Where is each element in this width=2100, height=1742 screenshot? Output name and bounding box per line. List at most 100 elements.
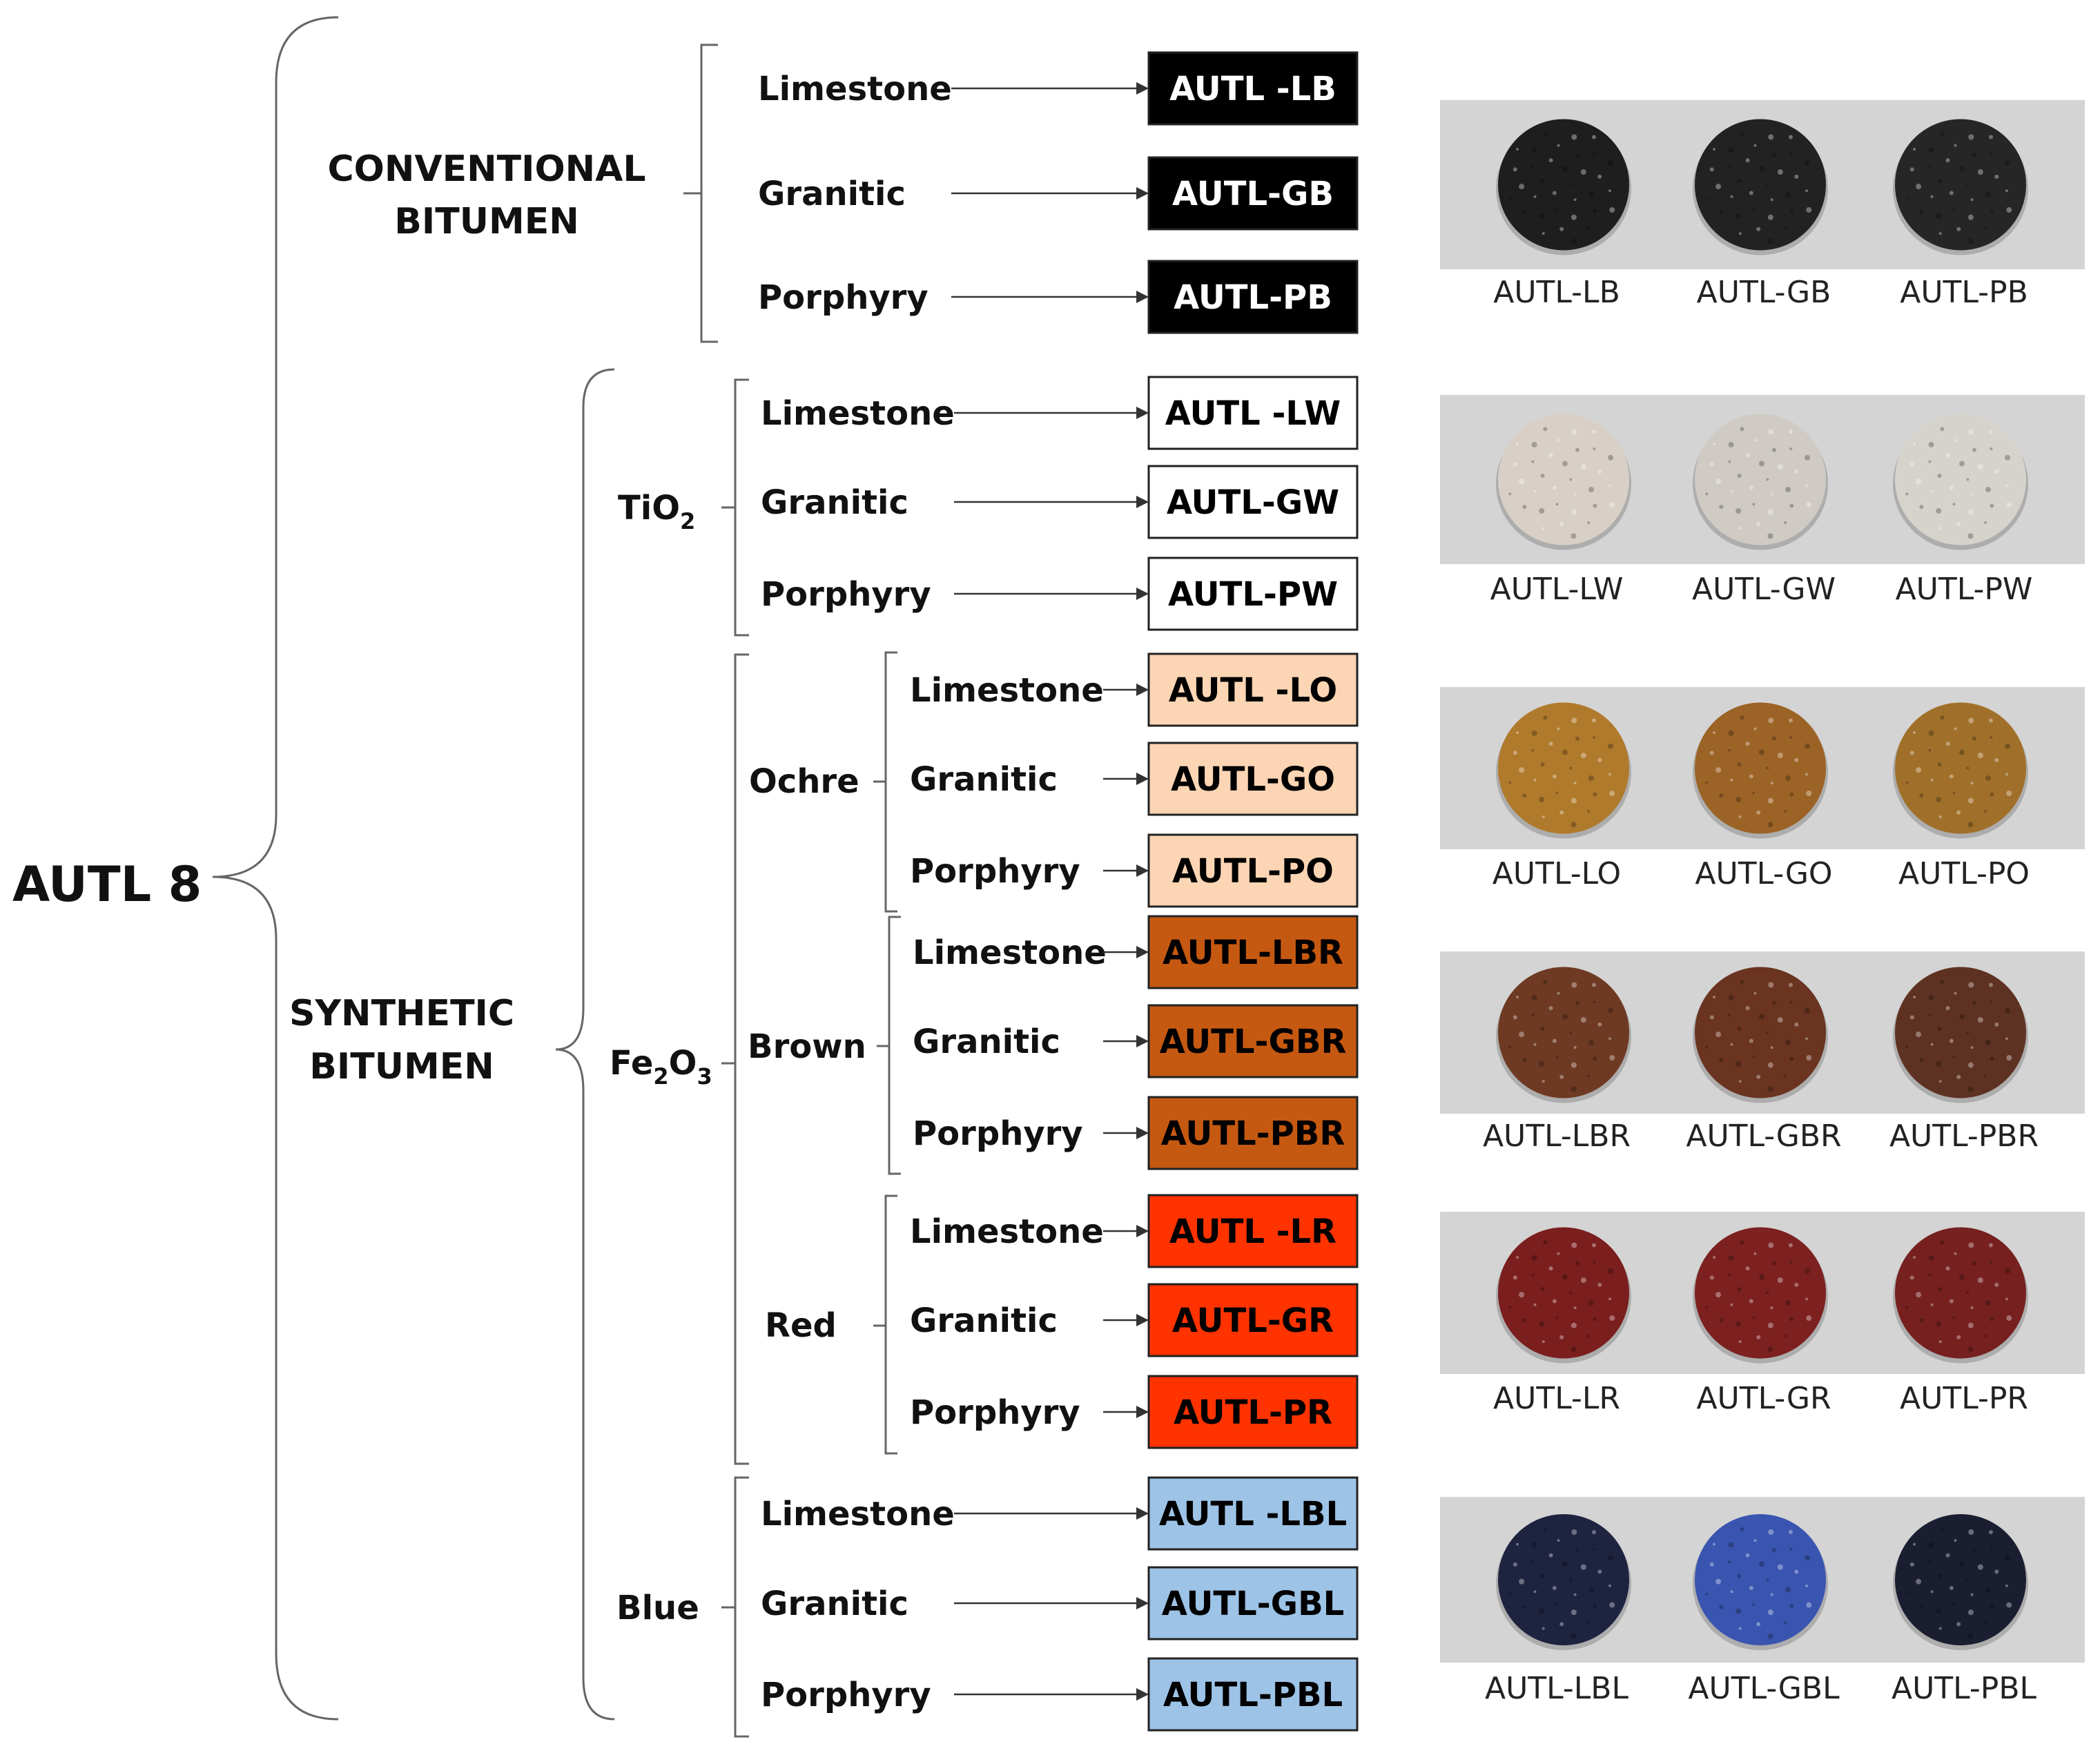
disc-speckle [1531,460,1535,463]
disc-speckle [1531,146,1537,153]
disc-speckle [1531,165,1535,168]
conventional-row-1: Granitic AUTL-GB [758,156,1359,231]
disc-speckle [1909,462,1914,467]
sample-code-box [1147,652,1359,727]
disc-speckle [1531,1273,1535,1277]
disc-speckle [1984,809,1987,813]
disc-speckle [1789,1317,1794,1322]
disc-speckle [1913,1542,1916,1546]
disc-speckle [1771,736,1776,741]
synthetic-label-1: SYNTHETIC [289,993,514,1034]
disc-speckle [1531,1013,1535,1016]
disc-speckle [1789,447,1793,451]
disc-speckle [1785,1300,1791,1306]
disc-speckle [1542,232,1545,235]
disc-speckle [1771,1261,1776,1266]
disc-speckle [1752,1056,1756,1059]
disc-speckle [1543,1527,1548,1531]
disc-speckle [1508,197,1512,201]
disc-speckle [1555,1603,1559,1606]
synthetic-tio2-row-2: Porphyry AUTL-PW [761,557,1359,631]
disc-speckle [1573,1593,1577,1596]
disc-speckle [1609,1315,1615,1322]
disc-speckle [1954,727,1957,730]
disc-speckle [1730,1043,1733,1046]
disc-speckle [1990,1261,1993,1264]
disc-speckle [1909,167,1914,172]
disc-speckle [1756,1335,1761,1339]
disc-speckle [1557,1252,1560,1255]
disc-speckle [1937,1027,1942,1032]
disc-speckle [1569,1578,1573,1581]
disc-speckle [1967,214,1974,220]
disc-speckle [1540,1287,1545,1292]
disc-speckle [1745,158,1750,163]
disc-speckle [1905,781,1909,784]
aggregate-label: Porphyry [910,1393,1080,1432]
sample-disc-autl-pr [1895,1227,2026,1359]
arrow-head [1136,1406,1149,1418]
sample-disc-autl-lbr [1498,967,1629,1099]
red-label: Red [765,1306,837,1345]
disc-speckle [1548,158,1553,163]
disc-speckle [1728,460,1731,463]
disc-speckle [1587,521,1591,524]
disc-speckle [1719,1058,1724,1063]
disc-speckle [1580,1564,1586,1570]
disc-speckle [1967,1086,1974,1092]
disc-speckle [1513,462,1517,467]
disc-speckle [1977,1564,1983,1570]
disc-speckle [1522,1605,1527,1609]
sample-disc-autl-po [1895,702,2026,834]
disc-speckle [1597,1282,1602,1287]
disc-speckle [1952,1056,1956,1059]
disc-speckle [1936,796,1942,802]
disc-speckle [1728,1013,1731,1016]
disc-speckle [1738,1340,1742,1344]
disc-speckle [1977,169,1983,175]
synthetic-brace [555,368,615,1721]
disc-speckle [1719,1605,1724,1609]
disc-speckle [1571,509,1577,515]
disc-speckle [1555,1316,1559,1319]
disc-speckle [1756,810,1761,815]
disc-speckle [1562,749,1568,755]
sample-code-box [1147,742,1359,816]
disc-speckle [1575,447,1579,452]
disc-speckle [1593,503,1597,508]
disc-speckle [1540,179,1545,184]
sample-code-label: AUTL -LBL [1159,1495,1347,1533]
disc-speckle [1945,1006,1950,1011]
sample-code-box [1147,376,1359,450]
disc-speckle [1985,192,1991,198]
disc-speckle [2005,159,2011,166]
disc-speckle [1990,1056,1994,1061]
disc-speckle [1745,1266,1750,1271]
disc-speckle [1575,1000,1579,1005]
disc-speckle [1571,1062,1577,1068]
disc-speckle [1938,1627,1942,1630]
disc-speckle [1806,1315,1812,1322]
disc-speckle [1984,1621,1987,1625]
disc-speckle [1968,1242,1974,1248]
disc-speckle [1966,183,1970,186]
disc-speckle [1794,757,1799,762]
disc-speckle [1587,1334,1591,1337]
disc-speckle [1608,773,1612,776]
disc-speckle [1705,1045,1709,1049]
disc-speckle [1522,505,1527,510]
disc-speckle [1784,809,1787,813]
arrow-head [1136,496,1149,508]
blue-label: Blue [616,1589,699,1627]
disc-speckle [1928,994,1934,1000]
sample-disc-autl-lw [1498,414,1629,545]
disc-speckle [1938,527,1942,530]
disc-speckle [1588,192,1594,198]
synthetic-blue-row-0: Limestone AUTL -LBL [761,1476,1359,1551]
disc-speckle [1777,1017,1783,1023]
disc-speckle [1752,208,1756,211]
disc-speckle [1575,1261,1579,1266]
sample-code-box [1147,915,1359,989]
disc-speckle [1984,521,1987,524]
disc-speckle [2005,743,2011,749]
